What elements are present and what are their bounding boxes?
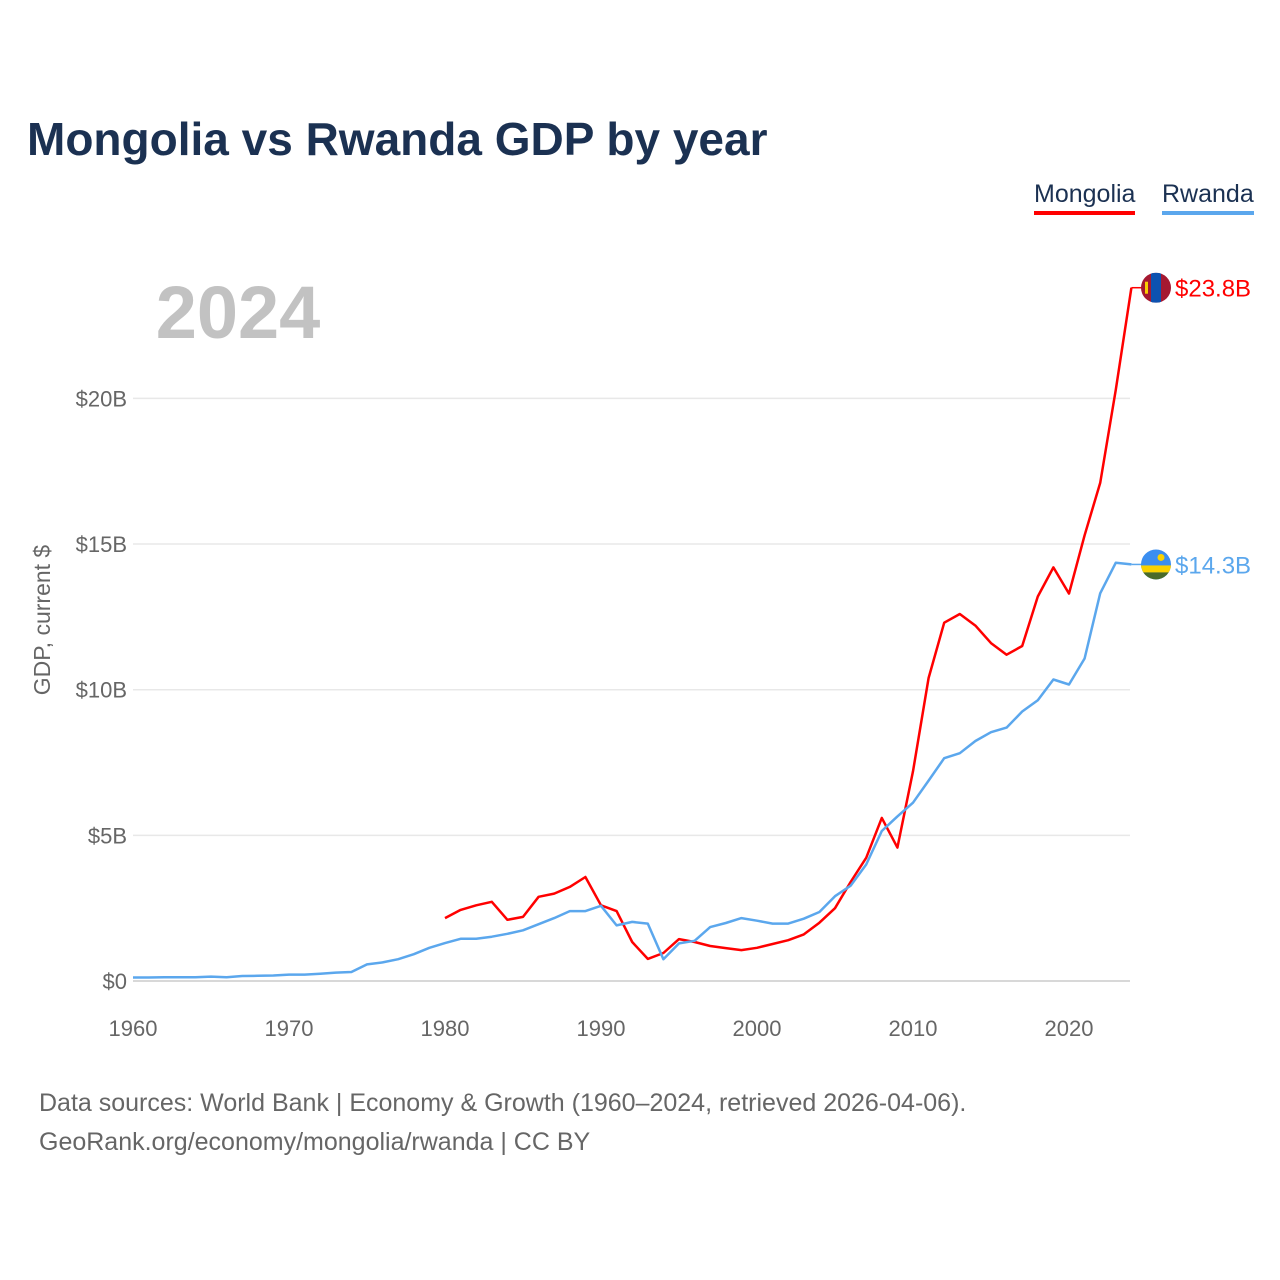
x-tick-label: 1960 — [109, 1016, 158, 1041]
rwanda-flag-icon — [1141, 549, 1171, 580]
series-line-rwanda — [133, 561, 1132, 979]
end-value-label: $14.3B — [1175, 552, 1251, 579]
series-line-mongolia — [444, 287, 1133, 961]
x-tick-label: 1980 — [421, 1016, 470, 1041]
x-tick-label: 2010 — [889, 1016, 938, 1041]
y-tick-label: $15B — [76, 532, 127, 557]
legend-mongolia[interactable]: Mongolia — [1034, 180, 1136, 215]
legend-rwanda[interactable]: Rwanda — [1162, 180, 1254, 215]
x-tick-label: 2000 — [733, 1016, 782, 1041]
y-axis-label: GDP, current $ — [29, 545, 55, 696]
y-tick-label: $10B — [76, 678, 127, 703]
chart-title: Mongolia vs Rwanda GDP by year — [27, 113, 768, 165]
x-tick-label: 1990 — [577, 1016, 626, 1041]
mongolia-flag-icon — [1141, 272, 1171, 303]
source-line-1: Data sources: World Bank | Economy & Gro… — [39, 1089, 967, 1117]
source-note: Data sources: World Bank | Economy & Gro… — [39, 1084, 966, 1162]
y-tick-label: $0 — [103, 969, 127, 994]
end-value-label: $23.8B — [1175, 276, 1251, 303]
x-tick-label: 1970 — [265, 1016, 314, 1041]
source-line-2[interactable]: GeoRank.org/economy/mongolia/rwanda | CC… — [39, 1128, 591, 1156]
y-tick-label: $5B — [88, 823, 127, 848]
year-watermark: 2024 — [156, 271, 321, 354]
x-tick-label: 2020 — [1045, 1016, 1094, 1041]
y-tick-label: $20B — [76, 386, 127, 411]
